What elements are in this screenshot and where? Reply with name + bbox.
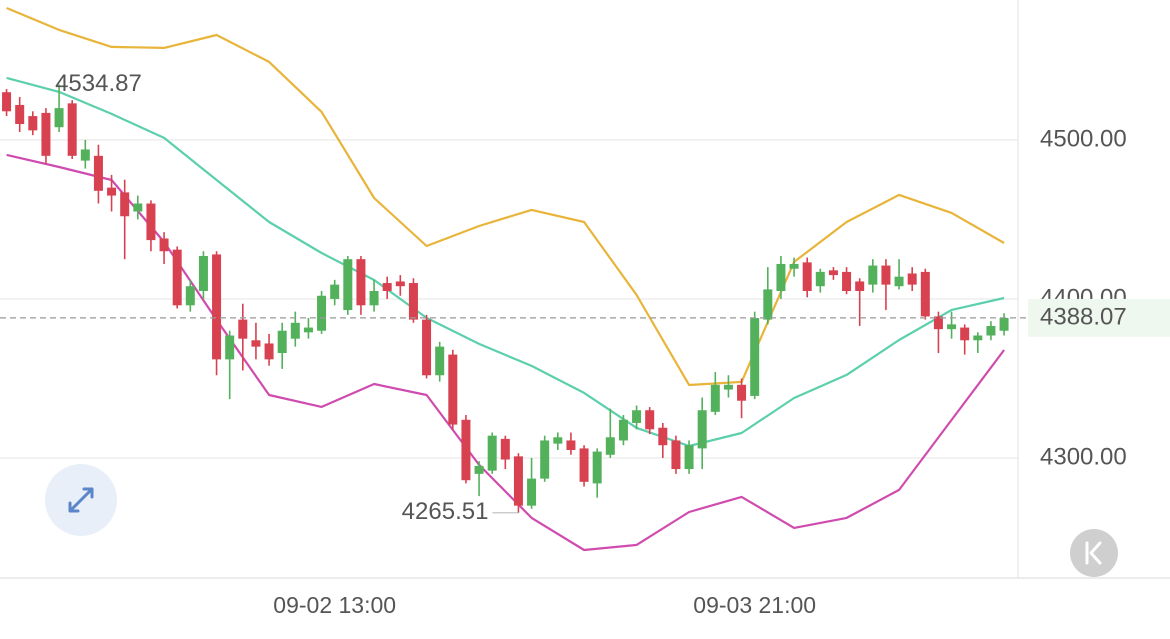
candle-body bbox=[763, 289, 773, 320]
candle-body bbox=[671, 440, 681, 470]
candle-body bbox=[185, 286, 195, 306]
collapse-button-bg[interactable] bbox=[1070, 529, 1118, 577]
candle-body bbox=[133, 203, 143, 212]
candle-body bbox=[881, 265, 891, 285]
candle-body bbox=[500, 438, 510, 460]
candle-body bbox=[868, 265, 878, 285]
candle-body bbox=[960, 327, 970, 341]
candle-body bbox=[920, 271, 930, 317]
candle-body bbox=[225, 335, 235, 360]
y-tick-label: 4300.00 bbox=[1040, 443, 1127, 470]
y-tick-label: 4500.00 bbox=[1040, 125, 1127, 152]
candle-body bbox=[933, 316, 943, 330]
last-price-label: 4388.07 bbox=[1040, 303, 1127, 330]
candle-body bbox=[238, 319, 248, 339]
candle-body bbox=[540, 440, 550, 479]
candle-body bbox=[448, 354, 458, 425]
x-tick-label: 09-02 13:00 bbox=[273, 592, 396, 618]
candle-body bbox=[41, 112, 51, 156]
candle-body bbox=[15, 104, 25, 125]
candle-body bbox=[947, 324, 957, 330]
candle-body bbox=[343, 259, 353, 311]
candle-body bbox=[815, 271, 825, 287]
candle-body bbox=[369, 290, 379, 306]
candle-body bbox=[605, 437, 615, 455]
high-annotation: 4534.87 bbox=[55, 70, 142, 97]
last-price-box bbox=[1028, 298, 1170, 337]
x-tick-label: 09-03 21:00 bbox=[693, 592, 816, 618]
candle-body bbox=[146, 203, 156, 241]
candle-body bbox=[356, 259, 366, 306]
candle-body bbox=[592, 451, 602, 484]
candle-body bbox=[264, 343, 274, 360]
candle-body bbox=[697, 410, 707, 449]
candle-body bbox=[513, 456, 523, 506]
collapse-icon[interactable] bbox=[1085, 541, 1102, 565]
candle-body bbox=[802, 262, 812, 291]
candle-body bbox=[632, 410, 642, 423]
candle-body bbox=[828, 270, 838, 276]
candle-body bbox=[80, 149, 90, 161]
candle-body bbox=[461, 419, 471, 481]
candle-body bbox=[579, 448, 589, 482]
candle-body bbox=[907, 273, 917, 285]
candle-body bbox=[408, 283, 418, 320]
grid bbox=[0, 139, 1018, 459]
candle-body bbox=[553, 437, 563, 444]
candle-body bbox=[212, 254, 222, 360]
candle-body bbox=[317, 295, 327, 331]
candle-body bbox=[303, 327, 313, 333]
candle-body bbox=[330, 284, 340, 299]
candle-body bbox=[776, 263, 786, 291]
expand-button[interactable] bbox=[45, 464, 117, 536]
candle-body bbox=[198, 256, 208, 291]
candle-body bbox=[986, 325, 996, 336]
candle-body bbox=[2, 92, 12, 112]
candle-body bbox=[618, 419, 628, 441]
candle-body bbox=[566, 440, 576, 450]
candle-body bbox=[487, 435, 497, 471]
candle-body bbox=[999, 317, 1009, 331]
candle-body bbox=[422, 319, 432, 376]
candle-body bbox=[527, 478, 537, 506]
candle-body bbox=[855, 281, 865, 291]
band-line bbox=[6, 76, 1005, 448]
candle-body bbox=[710, 384, 720, 412]
candle-body bbox=[474, 465, 484, 474]
candle-body bbox=[973, 335, 983, 341]
collapse-button[interactable] bbox=[1070, 529, 1118, 577]
candle-body bbox=[645, 410, 655, 430]
candle-body bbox=[28, 116, 38, 131]
candle-body bbox=[159, 238, 169, 252]
candle-body bbox=[290, 322, 300, 339]
band-line bbox=[6, 6, 1005, 387]
candle-body bbox=[435, 346, 445, 376]
candle-body bbox=[395, 281, 405, 287]
candle-body bbox=[737, 384, 747, 401]
candle-body bbox=[684, 445, 694, 470]
band-line bbox=[6, 153, 1005, 552]
candle-body bbox=[382, 283, 392, 291]
candle-body bbox=[93, 155, 103, 191]
candles bbox=[2, 84, 1009, 513]
candle-body bbox=[723, 384, 733, 390]
candle-body bbox=[750, 318, 760, 396]
candle-body bbox=[277, 330, 287, 354]
candle-body bbox=[120, 192, 130, 217]
candle-body bbox=[789, 263, 799, 269]
candle-body bbox=[894, 276, 904, 287]
expand-icon[interactable] bbox=[68, 487, 94, 513]
candle-body bbox=[67, 103, 77, 156]
candle-body bbox=[251, 340, 261, 347]
candle-body bbox=[172, 249, 182, 306]
candle-body bbox=[842, 271, 852, 291]
candle-body bbox=[107, 187, 117, 196]
low-annotation: 4265.51 bbox=[402, 498, 489, 525]
candle-body bbox=[54, 108, 64, 128]
candle-body bbox=[658, 427, 668, 446]
